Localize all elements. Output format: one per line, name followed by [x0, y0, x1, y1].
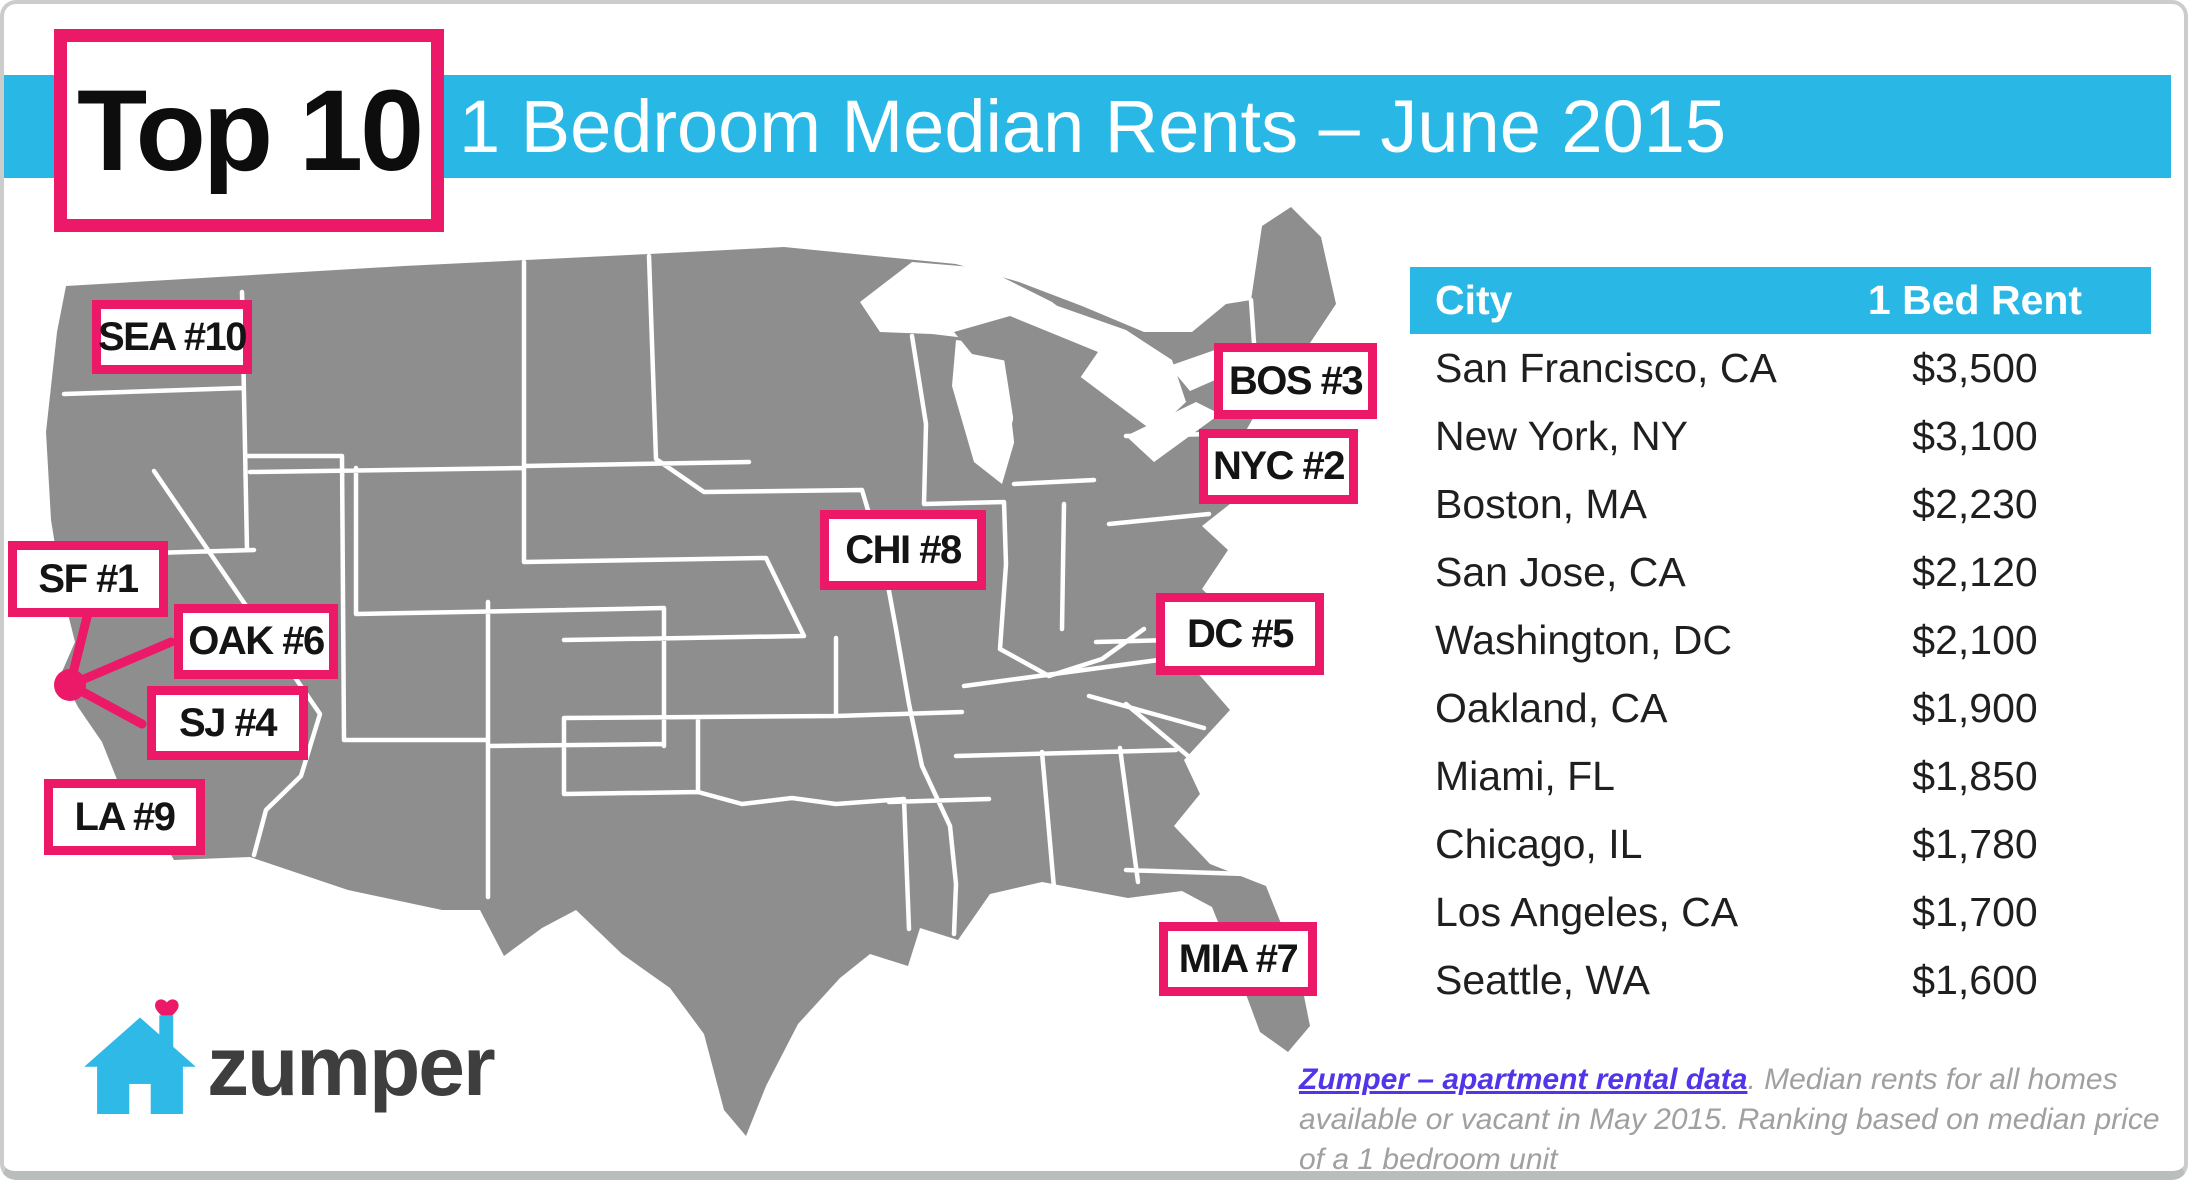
city-cell: San Francisco, CA — [1435, 344, 1777, 391]
heart-icon — [155, 999, 179, 1020]
rent-cell: $2,120 — [1912, 548, 2038, 595]
city-cell: Washington, DC — [1435, 616, 1732, 663]
zumper-logo: zumper — [84, 996, 496, 1114]
house-icon — [84, 999, 196, 1114]
rent-cell: $1,700 — [1912, 888, 2038, 935]
table-row: New York, NY $3,100 — [1410, 402, 2151, 470]
rent-cell: $2,230 — [1912, 480, 2038, 527]
footnote: Zumper – apartment rental data. Median r… — [1299, 1060, 2174, 1176]
rent-cell: $2,100 — [1912, 616, 2038, 663]
city-cell: Los Angeles, CA — [1435, 888, 1739, 935]
map-label-sanfrancisco: SF #1 — [8, 541, 168, 617]
map-label-boston: BOS #3 — [1214, 343, 1377, 419]
table-row: Seattle, WA $1,600 — [1410, 946, 2151, 1014]
rent-table: City 1 Bed Rent San Francisco, CA $3,500 … — [1410, 267, 2151, 1014]
table-row: Miami, FL $1,850 — [1410, 742, 2151, 810]
page-title: 1 Bedroom Median Rents – June 2015 — [459, 85, 1727, 168]
map-label-miami: MIA #7 — [1159, 922, 1317, 996]
city-cell: Boston, MA — [1435, 480, 1647, 527]
column-header-rent: 1 Bed Rent — [1867, 277, 2083, 323]
city-cell: Seattle, WA — [1435, 956, 1650, 1003]
state-borders — [46, 253, 1259, 937]
table-header: City 1 Bed Rent — [1410, 267, 2151, 334]
source-link[interactable]: Zumper – apartment rental data — [1299, 1063, 1748, 1096]
map-label-oakland: OAK #6 — [174, 604, 338, 679]
map-label-chicago: CHI #8 — [820, 510, 986, 590]
table-row: San Francisco, CA $3,500 — [1410, 334, 2151, 402]
logo-wordmark: zumper — [207, 1019, 496, 1113]
city-cell: Chicago, IL — [1435, 820, 1643, 867]
top10-badge-text: Top 10 — [76, 66, 424, 195]
table-row: San Jose, CA $2,120 — [1410, 538, 2151, 606]
us-map — [46, 207, 1336, 1136]
top10-badge: Top 10 — [54, 29, 444, 232]
rent-cell: $1,850 — [1912, 752, 2038, 799]
city-cell: San Jose, CA — [1435, 548, 1686, 595]
rent-cell: $3,500 — [1912, 344, 2038, 391]
rent-cell: $3,100 — [1912, 412, 2038, 459]
city-cell: Oakland, CA — [1435, 684, 1668, 731]
city-cell: New York, NY — [1435, 412, 1688, 459]
table-row: Los Angeles, CA $1,700 — [1410, 878, 2151, 946]
table-row: Boston, MA $2,230 — [1410, 470, 2151, 538]
map-label-washingtondc: DC #5 — [1156, 593, 1324, 675]
rent-cell: $1,900 — [1912, 684, 2038, 731]
footnote-text: . Median rents for all homes available o… — [1299, 1063, 2160, 1176]
map-label-losangeles: LA #9 — [44, 779, 205, 855]
map-label-sanjose: SJ #4 — [147, 686, 308, 760]
map-label-seattle: SEA #10 — [92, 300, 252, 374]
table-row: Oakland, CA $1,900 — [1410, 674, 2151, 742]
city-cell: Miami, FL — [1435, 752, 1615, 799]
column-header-city: City — [1435, 277, 1513, 323]
table-row: Washington, DC $2,100 — [1410, 606, 2151, 674]
map-label-newyork: NYC #2 — [1199, 429, 1358, 504]
rent-cell: $1,780 — [1912, 820, 2038, 867]
michigan — [954, 316, 1098, 498]
rent-cell: $1,600 — [1912, 956, 2038, 1003]
sf-location-dot — [54, 669, 86, 701]
table-row: Chicago, IL $1,780 — [1410, 810, 2151, 878]
